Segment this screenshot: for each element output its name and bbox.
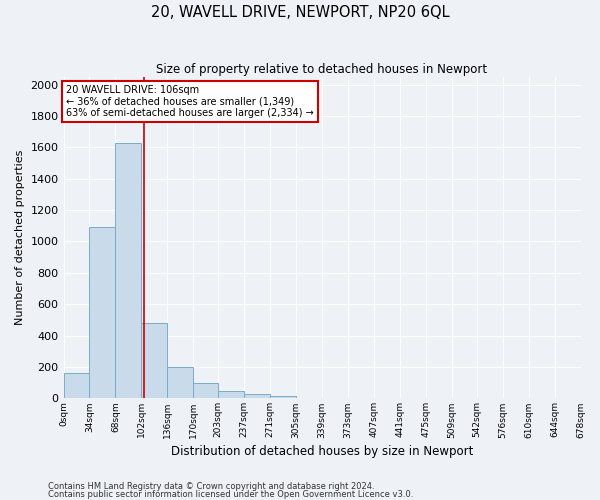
Bar — [218, 392, 244, 398]
Text: 20 WAVELL DRIVE: 106sqm
← 36% of detached houses are smaller (1,349)
63% of semi: 20 WAVELL DRIVE: 106sqm ← 36% of detache… — [66, 84, 314, 118]
Text: 20, WAVELL DRIVE, NEWPORT, NP20 6QL: 20, WAVELL DRIVE, NEWPORT, NP20 6QL — [151, 5, 449, 20]
Bar — [244, 394, 270, 398]
Bar — [142, 323, 167, 398]
X-axis label: Distribution of detached houses by size in Newport: Distribution of detached houses by size … — [171, 444, 473, 458]
Y-axis label: Number of detached properties: Number of detached properties — [15, 150, 25, 325]
Bar — [64, 374, 89, 398]
Text: Contains HM Land Registry data © Crown copyright and database right 2024.: Contains HM Land Registry data © Crown c… — [48, 482, 374, 491]
Bar — [193, 382, 218, 398]
Bar — [167, 367, 193, 398]
Bar — [270, 396, 296, 398]
Text: Contains public sector information licensed under the Open Government Licence v3: Contains public sector information licen… — [48, 490, 413, 499]
Bar — [115, 142, 142, 398]
Bar — [89, 226, 115, 398]
Title: Size of property relative to detached houses in Newport: Size of property relative to detached ho… — [157, 62, 488, 76]
